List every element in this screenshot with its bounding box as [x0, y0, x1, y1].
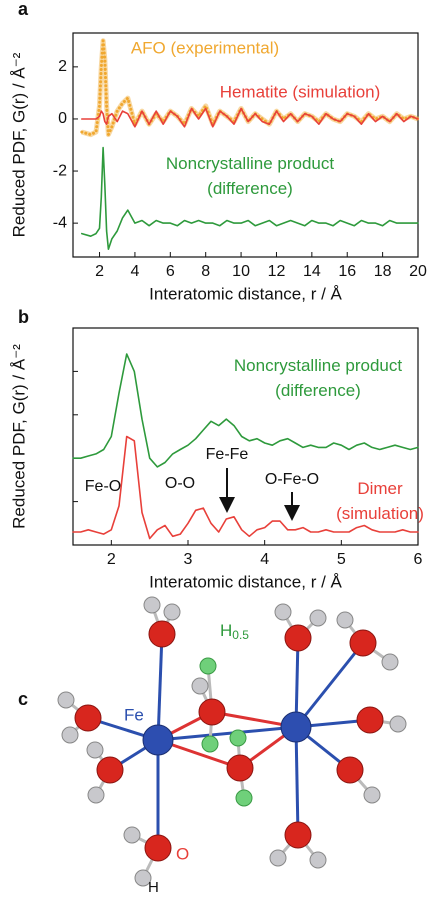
series-line — [81, 146, 419, 250]
x-tick-label: 8 — [201, 263, 210, 280]
o-label: O — [176, 844, 189, 863]
x-tick-label: 18 — [374, 263, 392, 280]
h-atom — [274, 603, 292, 621]
h-half-atom — [201, 735, 219, 753]
x-tick-label: 6 — [166, 263, 175, 280]
h-atom — [143, 596, 161, 614]
o-atom — [198, 698, 226, 726]
h-atom — [86, 741, 104, 759]
series-label: Noncrystalline product (difference) — [234, 356, 402, 400]
h-atom — [336, 611, 354, 629]
series-label: Dimer (simulation) — [336, 479, 424, 523]
o-atom — [226, 754, 254, 782]
x-tick-label: 5 — [337, 551, 346, 568]
molecule — [57, 596, 407, 887]
bond — [294, 726, 300, 836]
h-atom — [57, 691, 75, 709]
x-tick-label: 10 — [232, 263, 250, 280]
y-tick-label: 0 — [58, 110, 67, 127]
o-atom — [336, 756, 364, 784]
h-half-label: H0.5 — [220, 621, 249, 642]
annotation: O-Fe-O — [265, 471, 319, 488]
series-label: AFO (experimental) — [131, 38, 279, 57]
annotation: Fe-Fe — [206, 446, 249, 463]
fe-atom — [142, 724, 174, 756]
series-line — [72, 353, 419, 468]
h-label: H — [148, 879, 159, 896]
h-half-atom — [229, 729, 247, 747]
annotation: Fe-O — [85, 478, 121, 495]
y-tick-label: -4 — [53, 214, 67, 231]
x-tick-label: 2 — [95, 263, 104, 280]
h-atom — [163, 603, 181, 621]
h-half-atom — [199, 657, 217, 675]
h-half-atom — [235, 789, 253, 807]
o-atom — [74, 704, 102, 732]
h-atom — [134, 869, 152, 887]
annotation: O-O — [165, 475, 195, 492]
y-tick-label: -2 — [53, 162, 67, 179]
fe-atom — [280, 711, 312, 743]
series-label: Hematite (simulation) — [220, 82, 381, 101]
bond — [156, 633, 164, 741]
h-atom — [61, 726, 79, 744]
bond — [157, 725, 297, 742]
panel-label: c — [18, 689, 28, 709]
x-tick-label: 4 — [130, 263, 139, 280]
x-tick-label: 6 — [414, 551, 423, 568]
fe-label: Fe — [124, 705, 144, 724]
panel-label: a — [18, 0, 29, 19]
h-half-text: H — [220, 621, 232, 640]
series-line — [81, 107, 419, 128]
x-axis-label: Interatomic distance, r / Å — [149, 572, 342, 591]
h-atom — [269, 849, 287, 867]
o-atom — [356, 706, 384, 734]
h-atom — [381, 653, 399, 671]
h-atom — [191, 677, 209, 695]
y-axis-label: Reduced PDF, G(r) / Å⁻² — [9, 344, 28, 529]
o-atom — [144, 834, 172, 862]
y-axis-label: Reduced PDF, G(r) / Å⁻² — [9, 52, 28, 237]
bond — [294, 642, 365, 728]
o-atom — [96, 756, 124, 784]
o-atom — [284, 821, 312, 849]
x-tick-label: 14 — [303, 263, 321, 280]
o-atom — [148, 620, 176, 648]
x-axis-label: Interatomic distance, r / Å — [149, 284, 342, 303]
x-tick-label: 12 — [268, 263, 286, 280]
x-tick-label: 20 — [409, 263, 427, 280]
o-atom — [284, 624, 312, 652]
h-atom — [87, 786, 105, 804]
h-atom — [363, 786, 381, 804]
x-tick-label: 4 — [260, 551, 269, 568]
plot-frame — [72, 327, 419, 546]
x-tick-label: 3 — [184, 551, 193, 568]
series-line — [72, 435, 419, 540]
panel-label: b — [18, 307, 29, 327]
y-tick-label: 2 — [58, 58, 67, 75]
h-atom — [309, 851, 327, 869]
h-atom — [309, 609, 327, 627]
x-tick-label: 16 — [338, 263, 356, 280]
series-label: Noncrystalline product (difference) — [166, 154, 334, 198]
h-half-subscript: 0.5 — [232, 628, 249, 642]
h-atom — [123, 826, 141, 844]
h-atom — [389, 715, 407, 733]
o-atom — [349, 629, 377, 657]
x-tick-label: 2 — [107, 551, 116, 568]
plot-frame — [72, 32, 419, 258]
